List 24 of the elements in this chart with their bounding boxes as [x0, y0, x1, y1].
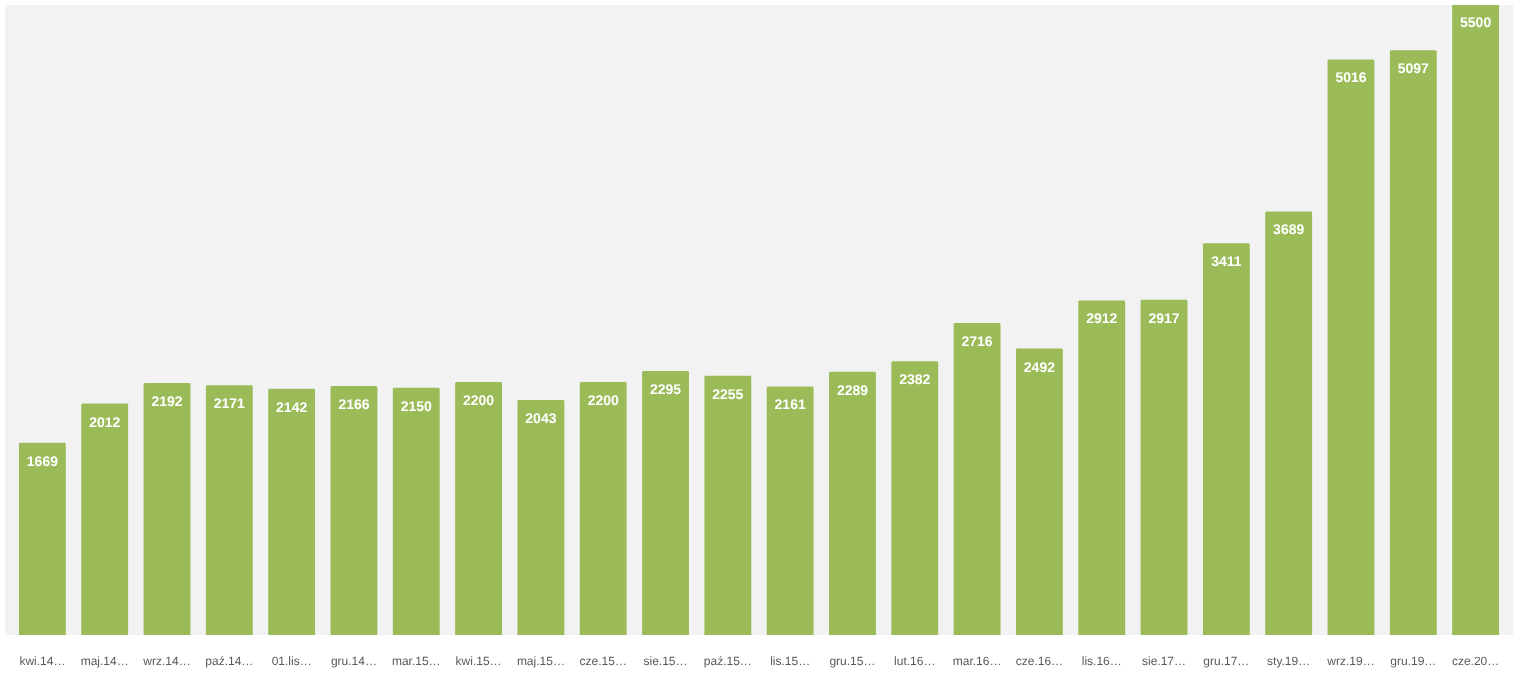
bar — [1452, 5, 1500, 635]
bar — [81, 403, 129, 635]
bar — [517, 399, 565, 635]
bar — [704, 375, 752, 635]
bar — [18, 442, 66, 635]
bar — [579, 382, 627, 635]
bar — [953, 322, 1001, 635]
bar — [1389, 50, 1437, 635]
bar — [1140, 299, 1188, 635]
bar — [1202, 243, 1250, 635]
bar — [392, 387, 440, 635]
bar — [330, 385, 378, 635]
bar — [891, 361, 939, 635]
bar — [1015, 348, 1063, 635]
bar — [766, 386, 814, 635]
bar — [1078, 300, 1126, 635]
bar — [205, 385, 253, 635]
bar — [1265, 211, 1313, 635]
bar — [642, 371, 689, 635]
bar — [143, 382, 191, 635]
bar — [829, 371, 876, 635]
bar — [268, 388, 316, 635]
bar — [1327, 59, 1375, 635]
bar — [455, 382, 503, 635]
